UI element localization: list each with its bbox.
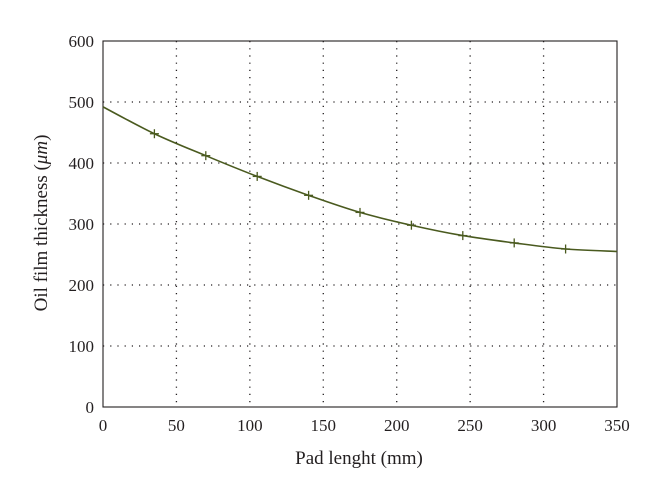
x-axis-ticks: 0 50 100 150 200 250 300 350 <box>99 416 630 435</box>
grid <box>103 41 617 407</box>
x-tick-label: 300 <box>531 416 557 435</box>
y-tick-label: 300 <box>69 215 95 234</box>
x-tick-label: 0 <box>99 416 108 435</box>
plot-frame <box>102 40 618 408</box>
data-point-marker <box>355 207 365 217</box>
y-axis-label-prefix: Oil film thickness ( <box>31 164 52 311</box>
y-axis-label-suffix: ) <box>31 135 52 141</box>
y-tick-label: 0 <box>86 398 95 417</box>
y-axis-label: Oil film thickness (μm) <box>31 135 52 312</box>
data-point-marker <box>304 190 314 200</box>
series-markers <box>149 129 571 254</box>
data-point-marker <box>561 244 571 254</box>
y-tick-label: 600 <box>69 32 95 51</box>
x-tick-label: 100 <box>237 416 263 435</box>
data-point-marker <box>149 129 159 139</box>
series-line <box>102 106 618 253</box>
data-point-marker <box>509 238 519 248</box>
x-tick-label: 250 <box>457 416 483 435</box>
data-point-marker <box>458 231 468 241</box>
data-point-marker <box>252 171 262 181</box>
x-tick-label: 150 <box>311 416 337 435</box>
y-axis-label-unit: μm <box>31 141 52 165</box>
y-axis-ticks: 0 100 200 300 400 500 600 <box>69 32 95 417</box>
x-tick-label: 200 <box>384 416 410 435</box>
y-tick-label: 400 <box>69 154 95 173</box>
x-tick-label: 350 <box>604 416 630 435</box>
y-tick-label: 200 <box>69 276 95 295</box>
data-point-marker <box>406 220 416 230</box>
y-tick-label: 500 <box>69 93 95 112</box>
y-tick-label: 100 <box>69 337 95 356</box>
x-tick-label: 50 <box>168 416 185 435</box>
data-point-marker <box>201 151 211 161</box>
x-axis-label: Pad lenght (mm) <box>295 448 423 469</box>
